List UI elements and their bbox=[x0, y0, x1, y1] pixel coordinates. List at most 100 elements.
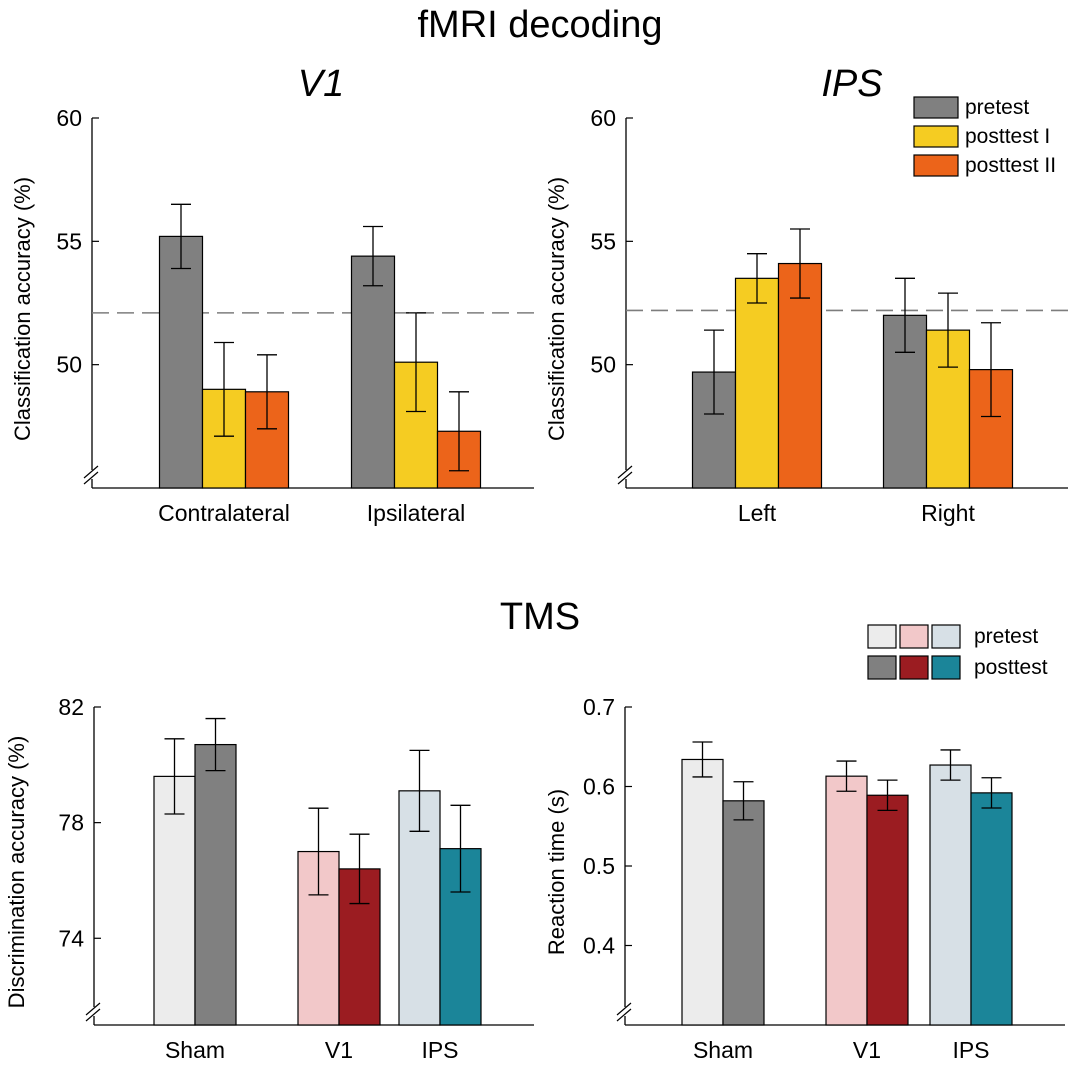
legend-label-pretest: pretest bbox=[974, 625, 1038, 648]
legend-swatch-posttest-ii bbox=[913, 154, 959, 177]
legend-swatch-sham-pretest bbox=[867, 624, 897, 649]
x-tick-label: Sham bbox=[693, 1037, 753, 1063]
y-tick-label: 55 bbox=[56, 228, 82, 254]
y-tick-label: 0.5 bbox=[583, 853, 615, 879]
axis-break-mark bbox=[85, 1008, 101, 1022]
legend-tms: pretest posttest bbox=[867, 624, 1048, 680]
chart-title: V1 bbox=[298, 63, 344, 105]
error-bar-v1-posttest bbox=[877, 779, 898, 811]
axis-break-gap bbox=[618, 1007, 632, 1016]
error-bar-contralateral-pretest bbox=[171, 203, 191, 270]
x-tick-label: Right bbox=[921, 500, 975, 526]
legend-label-posttest-ii: posttest II bbox=[965, 154, 1056, 177]
x-tick-label: V1 bbox=[325, 1037, 353, 1063]
x-tick-label: Left bbox=[738, 500, 777, 526]
error-bar-left-posttest-i bbox=[747, 253, 767, 304]
y-tick-label: 0.7 bbox=[583, 694, 615, 720]
axis-break-mark bbox=[617, 471, 633, 485]
chart-tms-reaction-time: 0.4 0.5 0.6 0.7 Reaction time (s) Sham V1 IPS pr… bbox=[544, 624, 1065, 1063]
legend-swatch-ips-posttest bbox=[931, 655, 961, 680]
error-bar-ipsilateral-posttest-ii bbox=[449, 391, 469, 472]
legend-label-posttest: posttest bbox=[974, 656, 1048, 679]
y-tick-label: 60 bbox=[590, 105, 616, 131]
bar-sham-posttest bbox=[722, 800, 765, 1026]
legend-swatch-ips-pretest bbox=[931, 624, 961, 649]
x-tick-label: IPS bbox=[952, 1037, 989, 1063]
axis-break-gap bbox=[85, 470, 99, 479]
legend-label-pretest: pretest bbox=[965, 96, 1029, 119]
axis-break-mark bbox=[617, 465, 633, 479]
bar-left-posttest-i bbox=[734, 277, 780, 489]
x-tick-label: V1 bbox=[853, 1037, 881, 1063]
y-axis-title: Classification accuracy (%) bbox=[544, 177, 569, 441]
fmri-section-title: fMRI decoding bbox=[417, 4, 663, 46]
error-bar-left-posttest-ii bbox=[790, 228, 810, 299]
axis-break-mark bbox=[83, 471, 99, 485]
error-bar-ips-pretest bbox=[409, 749, 430, 832]
x-tick-label: Sham bbox=[165, 1037, 225, 1063]
error-bar-sham-posttest bbox=[205, 717, 226, 772]
y-tick-label: 74 bbox=[58, 925, 84, 951]
y-tick-label: 78 bbox=[58, 810, 84, 836]
error-bar-sham-posttest bbox=[733, 781, 754, 821]
error-bar-ipsilateral-posttest-i bbox=[406, 312, 426, 413]
error-bar-contralateral-posttest-ii bbox=[257, 354, 277, 430]
bar-ips-posttest bbox=[970, 792, 1013, 1026]
error-bar-sham-pretest bbox=[692, 741, 713, 778]
x-tick-label: Contralateral bbox=[158, 500, 290, 526]
y-axis-title: Classification accuracy (%) bbox=[10, 177, 35, 441]
bar-sham-pretest bbox=[681, 758, 724, 1026]
error-bar-right-posttest-i bbox=[938, 292, 958, 368]
y-tick-label: 50 bbox=[56, 352, 82, 378]
error-bar-right-pretest bbox=[895, 277, 915, 353]
y-tick-label: 0.4 bbox=[583, 933, 615, 959]
x-tick-label: Ipsilateral bbox=[367, 500, 465, 526]
error-bar-sham-pretest bbox=[164, 738, 185, 815]
bar-ips-pretest bbox=[929, 764, 972, 1026]
y-tick-label: 50 bbox=[590, 352, 616, 378]
error-bar-contralateral-posttest-i bbox=[214, 341, 234, 437]
bar-contralateral-pretest bbox=[158, 235, 204, 489]
y-tick-label: 0.6 bbox=[583, 774, 615, 800]
axis-break-mark bbox=[616, 1002, 632, 1016]
legend-fmri: pretest posttest I posttest II bbox=[913, 96, 1056, 177]
axis-break-mark bbox=[616, 1008, 632, 1022]
legend-swatch-posttest-i bbox=[913, 125, 959, 148]
bar-ipsilateral-pretest bbox=[350, 255, 396, 489]
chart-title: IPS bbox=[821, 63, 882, 105]
axis-break-mark bbox=[83, 465, 99, 479]
legend-swatch-sham-posttest bbox=[867, 655, 897, 680]
bar-left-posttest-ii bbox=[777, 262, 823, 489]
x-tick-label: IPS bbox=[421, 1037, 458, 1063]
bar-sham-posttest bbox=[194, 743, 237, 1026]
error-bar-v1-pretest bbox=[836, 760, 857, 792]
error-bar-ips-pretest bbox=[940, 749, 961, 781]
bar-v1-posttest bbox=[866, 794, 909, 1026]
error-bar-ipsilateral-pretest bbox=[363, 225, 383, 287]
legend-swatch-pretest bbox=[913, 96, 959, 119]
error-bar-left-pretest bbox=[704, 329, 724, 415]
error-bar-v1-posttest bbox=[349, 833, 370, 905]
legend-swatch-v1-posttest bbox=[899, 655, 929, 680]
error-bar-ips-posttest bbox=[450, 804, 471, 893]
chart-ips-classification: 50 55 60 Classification accuracy (%) IPS Left… bbox=[544, 63, 1068, 526]
y-tick-label: 82 bbox=[58, 694, 84, 720]
y-tick-label: 55 bbox=[590, 228, 616, 254]
error-bar-v1-pretest bbox=[308, 807, 329, 896]
axis-break-gap bbox=[619, 470, 633, 479]
axis-break-mark bbox=[85, 1002, 101, 1016]
chart-v1-classification: 50 55 60 Classification accuracy (%) V1 Contr… bbox=[10, 63, 534, 526]
legend-label-posttest-i: posttest I bbox=[965, 125, 1050, 148]
legend-swatch-v1-pretest bbox=[899, 624, 929, 649]
chart-tms-discrimination-accuracy: 74 78 82 Discrimination accuracy (%) Sham V1 I… bbox=[4, 694, 534, 1063]
error-bar-ips-posttest bbox=[981, 777, 1002, 809]
y-axis-title: Reaction time (s) bbox=[544, 789, 569, 955]
error-bar-right-posttest-ii bbox=[981, 322, 1001, 418]
tms-section-title: TMS bbox=[499, 596, 581, 638]
bar-v1-pretest bbox=[825, 775, 868, 1026]
bar-sham-pretest bbox=[153, 775, 196, 1026]
y-axis-title: Discrimination accuracy (%) bbox=[4, 736, 29, 1009]
y-tick-label: 60 bbox=[56, 105, 82, 131]
axis-break-gap bbox=[87, 1007, 101, 1016]
